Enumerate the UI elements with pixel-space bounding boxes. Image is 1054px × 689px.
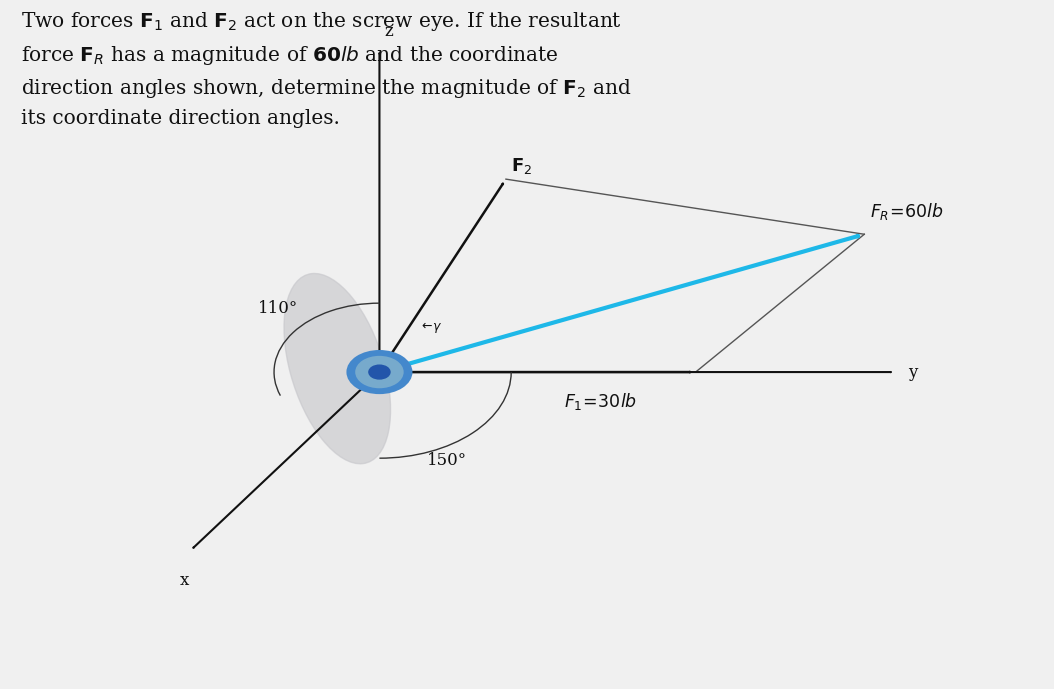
Text: $\mathbf{F}_2$: $\mathbf{F}_2$ <box>511 156 532 176</box>
Text: 110°: 110° <box>258 300 298 318</box>
Text: x: x <box>180 572 189 589</box>
Text: $\leftarrow\!\gamma$: $\leftarrow\!\gamma$ <box>419 320 443 335</box>
Circle shape <box>369 365 390 379</box>
Text: $F_R\!=\!60lb$: $F_R\!=\!60lb$ <box>870 201 943 222</box>
Text: 150°: 150° <box>427 452 467 469</box>
Text: Two forces $\mathbf{F}_1$ and $\mathbf{F}_2$ act on the screw eye. If the result: Two forces $\mathbf{F}_1$ and $\mathbf{F… <box>21 10 631 127</box>
Text: y: y <box>909 364 918 380</box>
Circle shape <box>356 357 403 387</box>
Circle shape <box>348 351 411 393</box>
Ellipse shape <box>284 274 391 464</box>
Text: $F_1\!=\!30lb$: $F_1\!=\!30lb$ <box>564 391 638 411</box>
Text: z: z <box>385 23 393 40</box>
